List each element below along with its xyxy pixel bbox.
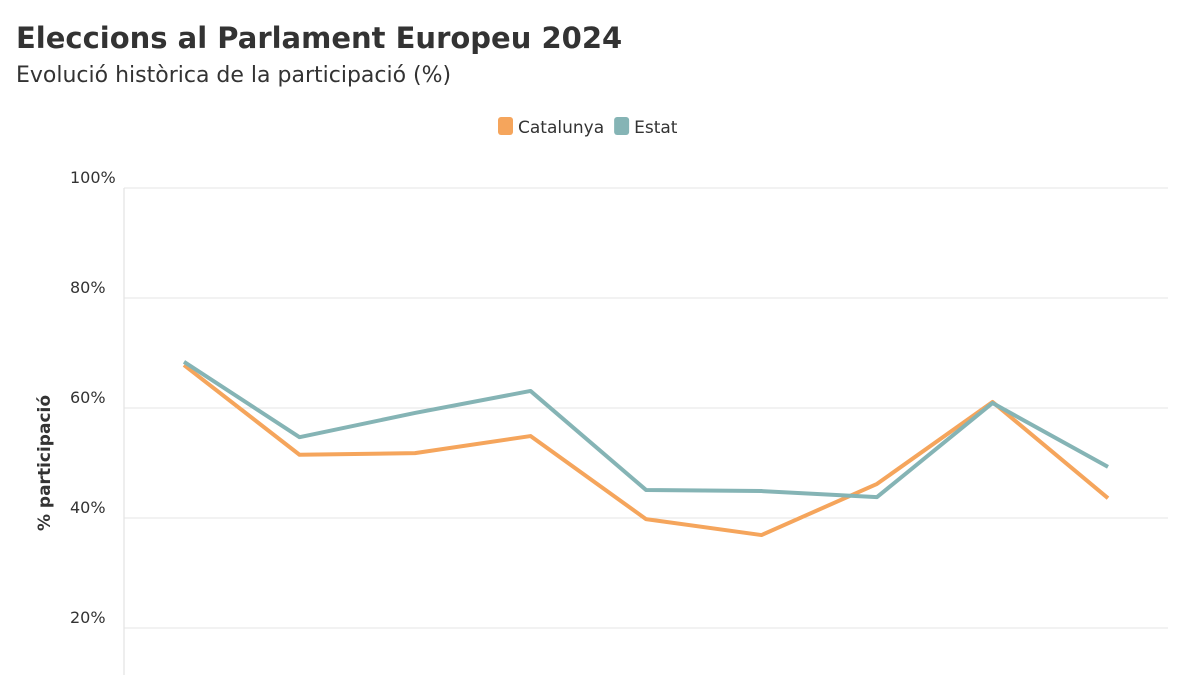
chart-title: Eleccions al Parlament Europeu 2024 [16, 21, 622, 55]
y-tick-label: 40% [70, 498, 106, 517]
chart-subtitle: Evolució històrica de la participació (%… [16, 63, 451, 88]
y-tick-label: 100% [70, 168, 116, 187]
y-axis-label: % participació [35, 395, 55, 531]
series-line [182, 363, 1110, 538]
series-line [182, 360, 1109, 500]
y-tick-label: 60% [70, 388, 106, 407]
legend-swatch [614, 117, 630, 135]
legend-swatch [498, 117, 513, 135]
y-tick-label: 20% [70, 608, 106, 627]
legend-label: Catalunya [518, 118, 604, 138]
y-tick-label: 80% [70, 278, 106, 297]
legend-label: Estat [634, 118, 678, 138]
